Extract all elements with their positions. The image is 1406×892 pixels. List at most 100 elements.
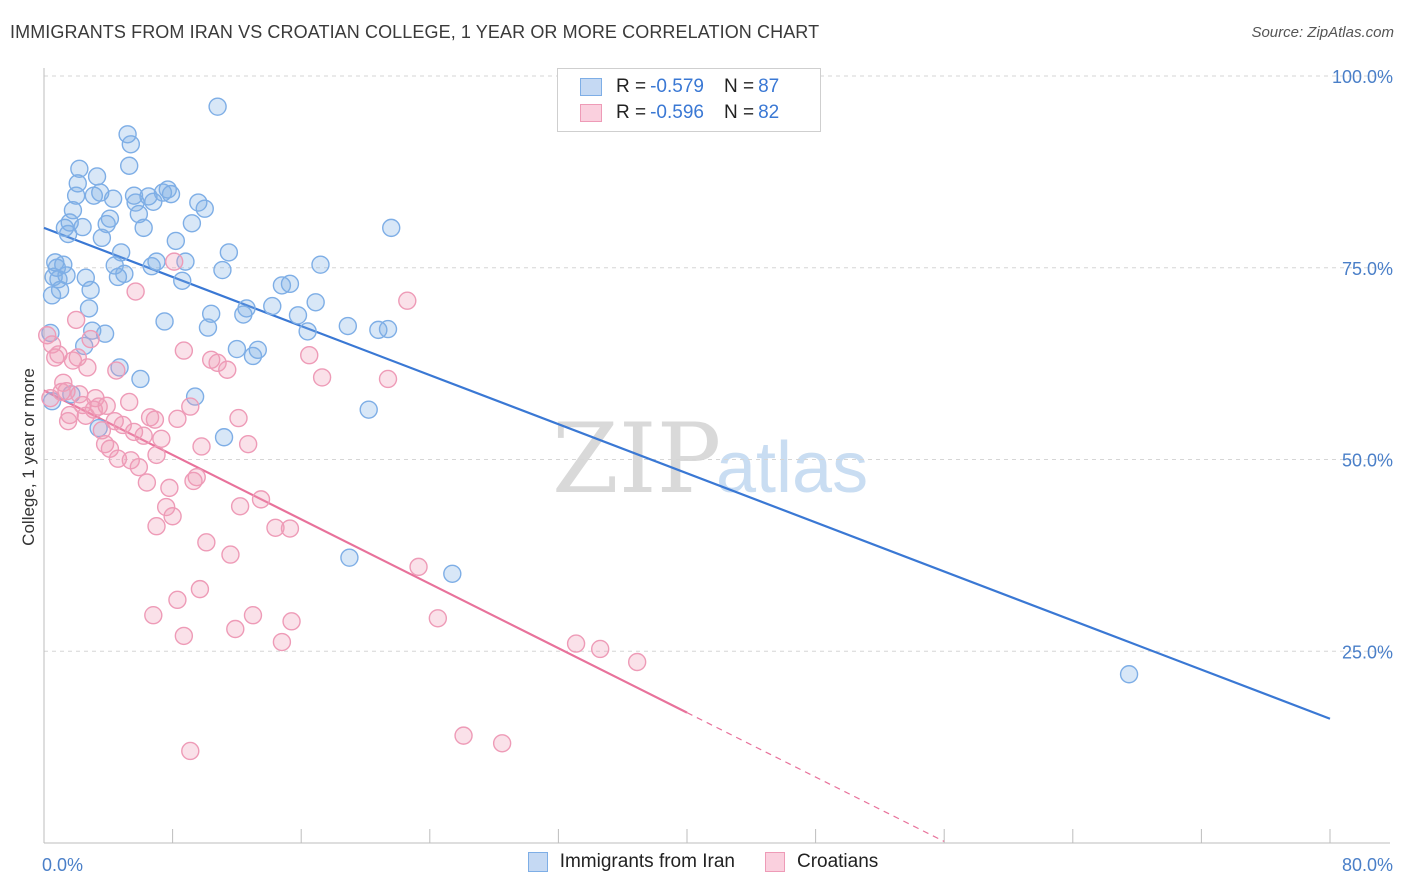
data-point-iran bbox=[129, 204, 149, 224]
data-point-croatians bbox=[168, 409, 187, 429]
data-point-iran bbox=[111, 243, 131, 262]
data-point-iran bbox=[369, 320, 388, 340]
data-point-iran bbox=[195, 199, 214, 218]
data-point-croatians bbox=[197, 533, 216, 552]
data-point-iran bbox=[280, 274, 300, 294]
data-point-iran bbox=[115, 264, 134, 284]
data-point-iran bbox=[198, 318, 218, 337]
data-point-croatians bbox=[184, 471, 203, 491]
data-point-croatians bbox=[66, 310, 86, 330]
data-point-croatians bbox=[81, 329, 100, 349]
data-point-iran bbox=[201, 304, 221, 323]
legend-item-iran[interactable]: Immigrants from Iran bbox=[527, 851, 735, 873]
data-point-iran bbox=[144, 192, 163, 211]
data-point-iran bbox=[110, 358, 129, 377]
data-point-croatians bbox=[566, 634, 586, 653]
data-point-croatians bbox=[590, 639, 610, 659]
legend-r-label: R = bbox=[616, 76, 647, 97]
data-point-iran bbox=[68, 174, 87, 193]
data-point-croatians bbox=[266, 518, 285, 537]
data-point-iran bbox=[121, 135, 141, 154]
legend-label-iran: Immigrants from Iran bbox=[559, 851, 735, 872]
data-point-iran bbox=[74, 336, 94, 356]
data-point-iran bbox=[87, 167, 107, 186]
legend-item-croatians[interactable]: Croatians bbox=[764, 851, 878, 873]
data-point-croatians bbox=[226, 619, 245, 639]
trend-line-croatians bbox=[43, 389, 688, 714]
data-point-iran bbox=[124, 186, 144, 205]
data-point-iran bbox=[173, 271, 192, 290]
data-point-iran bbox=[338, 316, 358, 336]
data-point-iran bbox=[243, 346, 263, 366]
legend-r-value: -0.579 bbox=[650, 76, 704, 97]
data-point-iran bbox=[237, 299, 256, 318]
data-point-croatians bbox=[78, 358, 97, 377]
data-point-croatians bbox=[124, 422, 144, 442]
data-point-iran bbox=[382, 218, 401, 238]
gridlines bbox=[44, 75, 1390, 652]
data-point-iran bbox=[227, 339, 247, 359]
data-point-croatians bbox=[119, 392, 139, 412]
y-tick-label: 25.0% bbox=[1342, 642, 1393, 662]
data-point-croatians bbox=[160, 478, 179, 498]
legend-n-label: N = bbox=[723, 76, 755, 97]
data-point-croatians bbox=[300, 345, 319, 365]
data-point-croatians bbox=[230, 497, 250, 516]
data-point-iran bbox=[54, 255, 73, 274]
legend-swatch-croatians bbox=[580, 104, 602, 122]
data-point-croatians bbox=[134, 426, 153, 445]
data-point-croatians bbox=[41, 388, 60, 408]
data-point-iran bbox=[219, 243, 239, 262]
data-point-croatians bbox=[126, 282, 145, 301]
data-point-croatians bbox=[174, 626, 194, 646]
data-point-croatians bbox=[280, 519, 300, 538]
data-point-croatians bbox=[168, 590, 187, 610]
data-point-croatians bbox=[152, 429, 171, 448]
data-point-iran bbox=[155, 312, 174, 331]
data-point-iran bbox=[134, 218, 153, 238]
data-point-croatians bbox=[218, 360, 237, 379]
data-point-iran bbox=[131, 369, 150, 389]
data-point-iran bbox=[161, 184, 181, 204]
trend-lines bbox=[43, 226, 1331, 843]
data-point-croatians bbox=[156, 497, 176, 517]
data-point-iran bbox=[42, 392, 62, 411]
trend-line-iran bbox=[43, 226, 1331, 720]
data-point-iran bbox=[306, 293, 325, 312]
data-point-iran bbox=[126, 193, 145, 212]
axes bbox=[43, 68, 1390, 844]
data-point-iran bbox=[142, 257, 161, 276]
legend-swatch-iran bbox=[527, 852, 548, 872]
trend-line-croatians-extrapolated bbox=[686, 712, 945, 843]
data-points bbox=[38, 97, 1139, 761]
data-point-croatians bbox=[409, 557, 428, 577]
chart-title: IMMIGRANTS FROM IRAN VS CROATIAN COLLEGE… bbox=[10, 22, 820, 42]
data-point-iran bbox=[213, 260, 232, 280]
data-point-croatians bbox=[398, 291, 417, 310]
data-point-croatians bbox=[454, 726, 473, 745]
data-point-iran bbox=[185, 387, 205, 406]
data-point-iran bbox=[1119, 665, 1139, 684]
data-point-iran bbox=[182, 214, 202, 233]
data-point-croatians bbox=[627, 652, 647, 672]
data-point-croatians bbox=[60, 405, 79, 425]
data-point-croatians bbox=[251, 490, 271, 509]
data-point-iran bbox=[378, 319, 398, 339]
data-point-iran bbox=[97, 214, 116, 234]
data-point-croatians bbox=[105, 411, 124, 431]
data-point-croatians bbox=[163, 507, 182, 526]
data-point-iran bbox=[248, 340, 267, 360]
data-point-iran bbox=[119, 156, 139, 175]
data-point-iran bbox=[359, 400, 378, 419]
data-point-croatians bbox=[144, 606, 163, 625]
data-point-iran bbox=[92, 228, 112, 248]
data-point-iran bbox=[79, 299, 99, 318]
data-point-croatians bbox=[238, 434, 258, 454]
data-point-croatians bbox=[312, 368, 332, 387]
data-point-iran bbox=[311, 255, 330, 274]
legend-n-label: N = bbox=[723, 102, 755, 123]
data-point-croatians bbox=[145, 410, 165, 429]
data-point-croatians bbox=[181, 741, 200, 761]
data-point-iran bbox=[63, 201, 83, 220]
